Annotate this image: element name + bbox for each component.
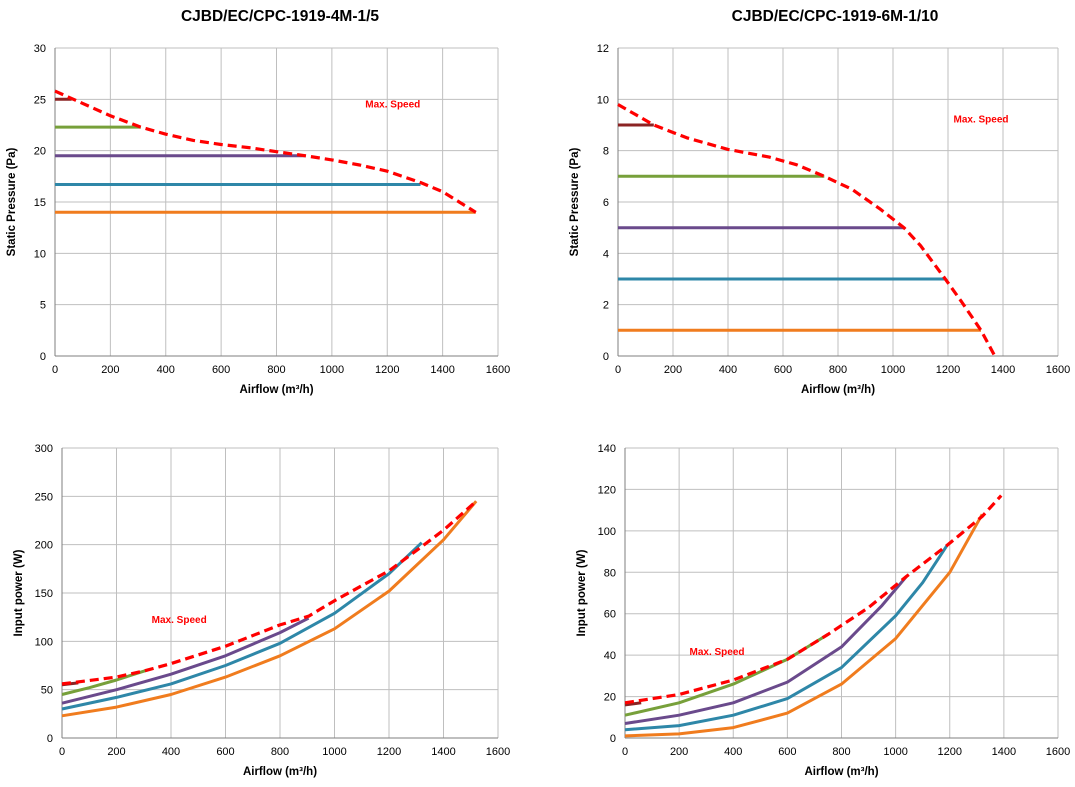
x-tick-label: 0	[59, 746, 65, 758]
chart-title-left: CJBD/EC/CPC-1919-4M-1/5	[180, 8, 380, 25]
x-tick-label: 800	[267, 364, 285, 376]
series-line-orange	[61, 500, 478, 718]
y-axis-label: Static Pressure (Pa)	[569, 148, 581, 257]
y-tick-label: 100	[598, 526, 616, 538]
y-axis-label: Input power (W)	[576, 549, 588, 636]
x-tick-label: 1600	[1046, 746, 1070, 758]
y-tick-label: 40	[604, 650, 616, 662]
y-tick-label: 140	[598, 443, 616, 455]
y-tick-label: 10	[34, 248, 46, 260]
x-tick-label: 600	[212, 364, 230, 376]
y-tick-label: 2	[603, 300, 609, 312]
x-tick-label: 1400	[992, 746, 1016, 758]
x-axis-label: Airflow (m³/h)	[243, 766, 317, 778]
y-tick-label: 300	[35, 443, 53, 455]
y-tick-label: 60	[604, 609, 616, 621]
y-tick-label: 10	[597, 94, 609, 106]
series-line-purple	[61, 616, 310, 705]
series-line-orange	[624, 513, 984, 738]
x-axis-label: Airflow (m³/h)	[239, 384, 313, 396]
x-tick-label: 1600	[1046, 364, 1070, 376]
x-axis-label: Airflow (m³/h)	[801, 384, 875, 396]
y-tick-label: 8	[603, 146, 609, 158]
y-tick-label: 6	[603, 197, 609, 209]
y-tick-label: 200	[35, 540, 53, 552]
y-tick-label: 120	[598, 484, 616, 496]
x-tick-label: 1000	[883, 746, 907, 758]
series-line-teal	[624, 544, 949, 732]
series-line-dark_red	[624, 701, 642, 707]
x-tick-label: 1000	[881, 364, 905, 376]
max-speed-curve	[624, 494, 1003, 705]
x-tick-label: 600	[216, 746, 234, 758]
y-axis-label: Static Pressure (Pa)	[6, 148, 18, 257]
y-tick-label: 0	[40, 351, 46, 363]
max-speed-curve	[61, 500, 478, 686]
x-tick-label: 1600	[486, 364, 510, 376]
y-tick-label: 150	[35, 588, 53, 600]
x-tick-label: 0	[622, 746, 628, 758]
x-tick-label: 600	[774, 364, 792, 376]
y-tick-label: 0	[603, 351, 609, 363]
y-axis-label: Input power (W)	[13, 549, 25, 636]
series-line-teal	[61, 541, 423, 711]
x-tick-label: 1200	[938, 746, 962, 758]
x-tick-label: 800	[832, 746, 850, 758]
x-tick-label: 1000	[320, 364, 344, 376]
x-tick-label: 1600	[486, 746, 510, 758]
x-tick-label: 0	[52, 364, 58, 376]
x-tick-label: 400	[724, 746, 742, 758]
max-speed-label: Max. Speed	[365, 100, 420, 111]
x-tick-label: 1400	[991, 364, 1015, 376]
series-line-purple	[624, 575, 908, 725]
x-tick-label: 400	[157, 364, 175, 376]
max-speed-label: Max. Speed	[689, 647, 744, 658]
x-tick-label: 400	[719, 364, 737, 376]
y-tick-label: 0	[47, 733, 53, 745]
y-tick-label: 250	[35, 491, 53, 503]
y-tick-label: 5	[40, 300, 46, 312]
y-tick-label: 15	[34, 197, 46, 209]
x-tick-label: 200	[670, 746, 688, 758]
y-tick-label: 30	[34, 43, 46, 55]
y-tick-label: 12	[597, 43, 609, 55]
x-tick-label: 0	[615, 364, 621, 376]
x-tick-label: 1200	[375, 364, 399, 376]
x-tick-label: 1400	[431, 746, 455, 758]
series-line-green	[61, 668, 147, 696]
y-tick-label: 100	[35, 636, 53, 648]
x-tick-label: 800	[271, 746, 289, 758]
max-speed-label: Max. Speed	[152, 615, 207, 626]
y-tick-label: 0	[610, 733, 616, 745]
x-axis-label: Airflow (m³/h)	[804, 766, 878, 778]
y-tick-label: 4	[603, 248, 609, 260]
chart-title-right: CJBD/EC/CPC-1919-6M-1/10	[731, 8, 939, 25]
max-speed-label: Max. Speed	[953, 114, 1008, 125]
x-tick-label: 1200	[936, 364, 960, 376]
x-tick-label: 200	[664, 364, 682, 376]
x-tick-label: 400	[162, 746, 180, 758]
max-speed-curve	[54, 89, 477, 214]
y-tick-label: 20	[604, 692, 616, 704]
x-tick-label: 600	[778, 746, 796, 758]
x-tick-label: 1200	[377, 746, 401, 758]
y-tick-label: 20	[34, 146, 46, 158]
x-tick-label: 800	[829, 364, 847, 376]
y-tick-label: 80	[604, 567, 616, 579]
y-tick-label: 50	[41, 685, 53, 697]
x-tick-label: 1400	[430, 364, 454, 376]
x-tick-label: 200	[101, 364, 119, 376]
x-tick-label: 1000	[322, 746, 346, 758]
y-tick-label: 25	[34, 94, 46, 106]
x-tick-label: 200	[107, 746, 125, 758]
max-speed-curve	[617, 103, 997, 357]
